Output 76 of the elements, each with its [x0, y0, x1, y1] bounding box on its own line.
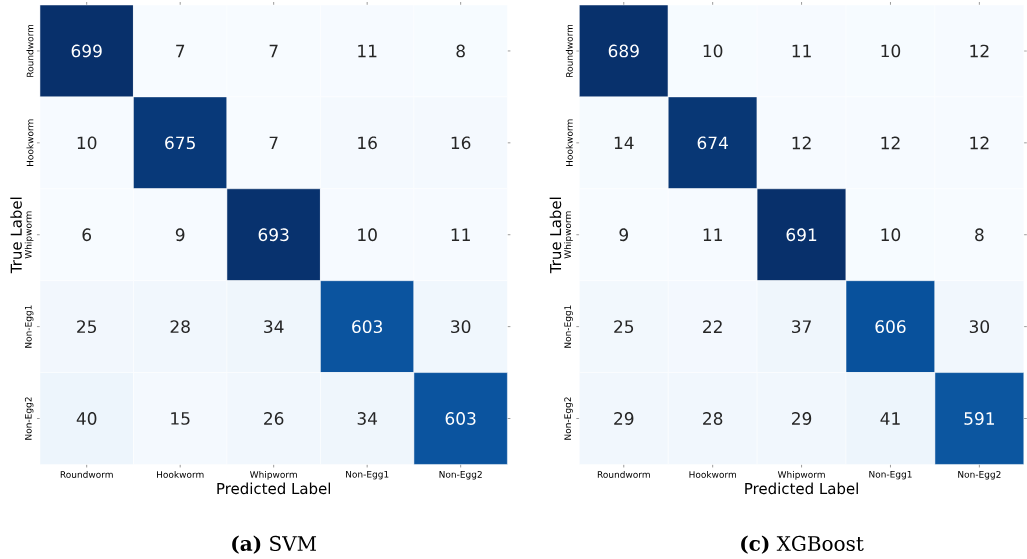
data-label: 10 — [881, 44, 901, 58]
data-label: 606 — [875, 320, 906, 333]
data-label: 10 — [77, 136, 97, 150]
x-axis-title: Predicted Label — [217, 482, 331, 494]
data-label: 16 — [358, 136, 377, 150]
data-label: 9 — [175, 228, 185, 241]
x-tick-label: Roundworm — [597, 470, 650, 478]
data-label: 8 — [975, 228, 984, 241]
data-label: 691 — [786, 228, 817, 241]
data-label: 14 — [614, 136, 634, 149]
data-label: 12 — [970, 136, 989, 149]
data-label: 10 — [358, 228, 377, 241]
data-label: 693 — [258, 228, 289, 241]
data-label: 28 — [703, 411, 723, 425]
y-tick-label: Hookworm — [26, 119, 34, 166]
y-tick-label: Hookworm — [565, 119, 573, 166]
x-axis-title: Predicted Label — [745, 482, 858, 494]
data-label: 16 — [451, 136, 471, 150]
data-label: 37 — [792, 320, 811, 333]
data-label: 12 — [792, 136, 811, 149]
x-tick-label: Whipworm — [250, 470, 297, 480]
data-label: 591 — [964, 411, 994, 425]
y-tick-label: Non-Egg1 — [25, 305, 34, 348]
x-tick-label: Non-Egg1 — [869, 470, 912, 480]
data-label: 41 — [880, 412, 900, 425]
y-axis-title: True Label — [10, 197, 22, 274]
data-label: 8 — [456, 44, 465, 58]
data-label: 699 — [71, 44, 102, 58]
data-label: 603 — [352, 320, 383, 333]
data-label: 7 — [269, 136, 278, 149]
data-label: 12 — [881, 136, 900, 149]
data-label: 6 — [82, 228, 92, 241]
x-tick-label: Hookworm — [689, 470, 736, 478]
y-tick-label: Non-Egg1 — [564, 305, 573, 348]
data-label: 675 — [165, 136, 195, 150]
data-label: 11 — [358, 44, 377, 57]
x-tick-label: Non-Egg2 — [439, 470, 482, 480]
data-label: 11 — [792, 44, 811, 57]
y-tick-label: Roundworm — [26, 24, 34, 77]
x-tick-label: Whipworm — [777, 470, 825, 480]
data-label: 30 — [451, 320, 471, 333]
data-label: 26 — [264, 411, 284, 425]
x-tick-label: Non-Egg1 — [346, 470, 389, 480]
y-tick-label: Whipworm — [24, 211, 34, 259]
text: (a) SVM — [232, 535, 317, 554]
data-label: 22 — [703, 320, 722, 333]
data-label: 674 — [697, 136, 728, 150]
y-axis-title: True Label — [549, 197, 562, 274]
y-tick-label: Non-Egg2 — [564, 397, 573, 440]
data-label: 30 — [969, 320, 990, 333]
data-label: 25 — [614, 320, 634, 333]
data-label: 28 — [170, 320, 190, 333]
data-label: 34 — [264, 320, 284, 333]
data-label: 15 — [171, 412, 190, 425]
x-tick-label: Roundworm — [60, 470, 113, 478]
x-tick-label: Non-Egg2 — [958, 470, 1001, 480]
data-label: 7 — [269, 44, 278, 57]
data-label: 7 — [176, 44, 185, 57]
y-tick-label: Whipworm — [564, 211, 573, 259]
x-tick-label: Hookworm — [157, 470, 204, 478]
data-label: 10 — [703, 44, 723, 58]
data-label: 11 — [703, 228, 722, 241]
data-label: 9 — [619, 228, 628, 241]
data-label: 29 — [792, 411, 812, 425]
data-label: 11 — [451, 228, 470, 241]
data-label: 12 — [970, 44, 989, 58]
data-label: 40 — [76, 411, 97, 425]
y-tick-label: Roundworm — [565, 24, 573, 77]
y-tick-label: Non-Egg2 — [24, 397, 34, 440]
data-label: 29 — [614, 411, 634, 425]
data-label: 10 — [881, 228, 901, 241]
data-label: 689 — [608, 44, 639, 58]
text: (c) XGBoost — [741, 535, 864, 554]
data-label: 25 — [77, 320, 97, 333]
data-label: 603 — [445, 411, 476, 425]
data-label: 34 — [357, 411, 378, 425]
